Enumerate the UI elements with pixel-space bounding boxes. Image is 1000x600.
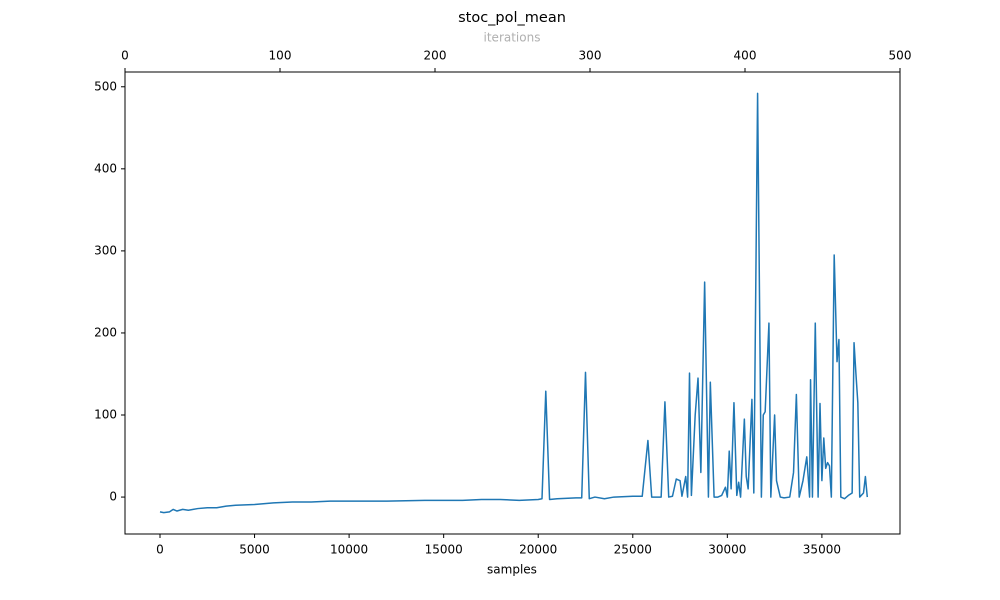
x2-axis-label: iterations <box>484 31 541 45</box>
x-tick-label: 0 <box>156 543 164 557</box>
x2-tick-label: 400 <box>734 49 757 63</box>
y-tick-label: 300 <box>94 243 117 257</box>
x-tick-label: 15000 <box>425 543 463 557</box>
x-tick-label: 10000 <box>330 543 368 557</box>
x-tick-label: 25000 <box>614 543 652 557</box>
x-tick-label: 5000 <box>239 543 270 557</box>
x-axis-label: samples <box>487 563 537 577</box>
x-tick-label: 30000 <box>708 543 746 557</box>
x2-tick-label: 500 <box>889 49 912 63</box>
y-tick-label: 100 <box>94 408 117 422</box>
y-tick-label: 200 <box>94 325 117 339</box>
x-tick-label: 35000 <box>803 543 841 557</box>
y-tick-label: 500 <box>94 79 117 93</box>
plot-frame <box>124 71 901 535</box>
chart-title: stoc_pol_mean <box>458 10 566 26</box>
data-line <box>159 92 869 514</box>
x2-tick-label: 200 <box>424 49 447 63</box>
x2-tick-label: 100 <box>269 49 292 63</box>
y-tick-label: 0 <box>109 490 117 504</box>
x2-tick-label: 300 <box>579 49 602 63</box>
x2-tick-label: 0 <box>121 49 129 63</box>
y-tick-label: 400 <box>94 161 117 175</box>
x-tick-label: 20000 <box>519 543 557 557</box>
